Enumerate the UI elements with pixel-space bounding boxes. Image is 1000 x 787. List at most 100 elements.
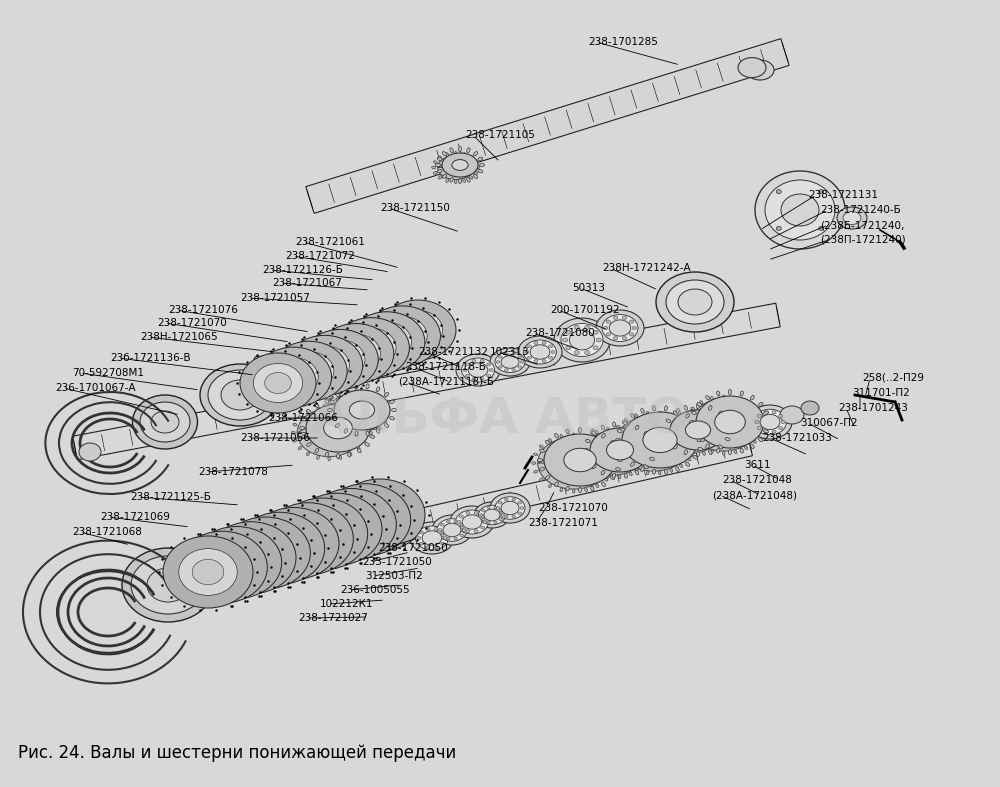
- Ellipse shape: [325, 399, 328, 404]
- Ellipse shape: [359, 390, 362, 394]
- Ellipse shape: [686, 462, 689, 467]
- Ellipse shape: [496, 360, 500, 364]
- Ellipse shape: [595, 472, 598, 475]
- Ellipse shape: [317, 456, 319, 460]
- Ellipse shape: [317, 406, 319, 410]
- Ellipse shape: [569, 330, 595, 350]
- Ellipse shape: [321, 412, 325, 415]
- Ellipse shape: [335, 479, 425, 551]
- Ellipse shape: [586, 439, 590, 443]
- Ellipse shape: [322, 501, 381, 548]
- Ellipse shape: [616, 449, 620, 453]
- Ellipse shape: [680, 419, 683, 422]
- Ellipse shape: [442, 152, 447, 156]
- Ellipse shape: [323, 420, 327, 423]
- Ellipse shape: [578, 452, 582, 454]
- Ellipse shape: [501, 356, 519, 368]
- Ellipse shape: [438, 529, 442, 531]
- Ellipse shape: [512, 498, 516, 501]
- Ellipse shape: [278, 531, 310, 556]
- Ellipse shape: [280, 367, 307, 388]
- Ellipse shape: [684, 424, 688, 427]
- Ellipse shape: [364, 502, 396, 527]
- Ellipse shape: [300, 427, 304, 430]
- Ellipse shape: [300, 345, 349, 385]
- Ellipse shape: [585, 434, 587, 438]
- Ellipse shape: [450, 177, 453, 182]
- Ellipse shape: [622, 412, 698, 468]
- Ellipse shape: [698, 430, 703, 433]
- Ellipse shape: [301, 435, 306, 438]
- Circle shape: [252, 362, 258, 368]
- Ellipse shape: [307, 410, 311, 413]
- Ellipse shape: [336, 512, 367, 537]
- Ellipse shape: [596, 310, 644, 346]
- Text: 238Н-1721065: 238Н-1721065: [140, 332, 218, 342]
- Ellipse shape: [518, 356, 522, 358]
- Ellipse shape: [660, 440, 664, 443]
- Ellipse shape: [643, 427, 677, 453]
- Ellipse shape: [177, 531, 267, 604]
- Ellipse shape: [349, 410, 352, 413]
- Ellipse shape: [426, 545, 430, 549]
- Ellipse shape: [328, 408, 332, 412]
- Ellipse shape: [348, 399, 351, 404]
- Ellipse shape: [235, 512, 325, 584]
- Ellipse shape: [596, 484, 599, 487]
- Ellipse shape: [635, 470, 639, 475]
- Ellipse shape: [801, 401, 819, 415]
- Ellipse shape: [709, 450, 712, 455]
- Ellipse shape: [458, 146, 462, 152]
- Ellipse shape: [631, 462, 634, 467]
- Ellipse shape: [684, 450, 687, 455]
- Ellipse shape: [249, 508, 339, 579]
- Ellipse shape: [140, 402, 190, 442]
- Ellipse shape: [755, 171, 845, 249]
- Ellipse shape: [697, 438, 701, 442]
- Ellipse shape: [644, 444, 648, 446]
- Ellipse shape: [518, 366, 522, 368]
- Ellipse shape: [646, 412, 649, 416]
- Polygon shape: [327, 410, 390, 414]
- Ellipse shape: [658, 432, 662, 434]
- Ellipse shape: [781, 194, 819, 226]
- Ellipse shape: [443, 537, 447, 539]
- Ellipse shape: [487, 521, 490, 523]
- Text: 238-1721118-Б: 238-1721118-Б: [405, 362, 486, 372]
- Ellipse shape: [355, 384, 358, 389]
- Ellipse shape: [819, 227, 824, 231]
- Ellipse shape: [489, 368, 493, 371]
- Text: 238-1721070: 238-1721070: [157, 318, 227, 328]
- Ellipse shape: [347, 328, 396, 368]
- Ellipse shape: [617, 458, 620, 461]
- Ellipse shape: [696, 404, 700, 408]
- Ellipse shape: [713, 416, 716, 419]
- Ellipse shape: [592, 465, 596, 469]
- Ellipse shape: [602, 482, 605, 486]
- Text: 102212К1: 102212К1: [320, 599, 374, 609]
- Ellipse shape: [337, 393, 340, 397]
- Ellipse shape: [357, 403, 361, 408]
- Ellipse shape: [328, 405, 330, 408]
- Ellipse shape: [454, 520, 458, 523]
- Ellipse shape: [644, 465, 648, 469]
- Ellipse shape: [618, 475, 621, 478]
- Text: 258(..2-П29: 258(..2-П29: [862, 373, 924, 383]
- Ellipse shape: [686, 414, 689, 418]
- Ellipse shape: [499, 509, 502, 512]
- Ellipse shape: [473, 174, 478, 179]
- Ellipse shape: [629, 320, 634, 323]
- Ellipse shape: [687, 458, 691, 461]
- Ellipse shape: [383, 420, 387, 423]
- Ellipse shape: [696, 396, 764, 448]
- Ellipse shape: [307, 522, 338, 547]
- Ellipse shape: [765, 180, 835, 240]
- Ellipse shape: [719, 440, 723, 443]
- Ellipse shape: [441, 531, 445, 534]
- Ellipse shape: [240, 353, 316, 413]
- Ellipse shape: [459, 527, 463, 529]
- Ellipse shape: [192, 560, 224, 585]
- Ellipse shape: [764, 411, 768, 414]
- Ellipse shape: [666, 280, 724, 324]
- Ellipse shape: [625, 464, 628, 467]
